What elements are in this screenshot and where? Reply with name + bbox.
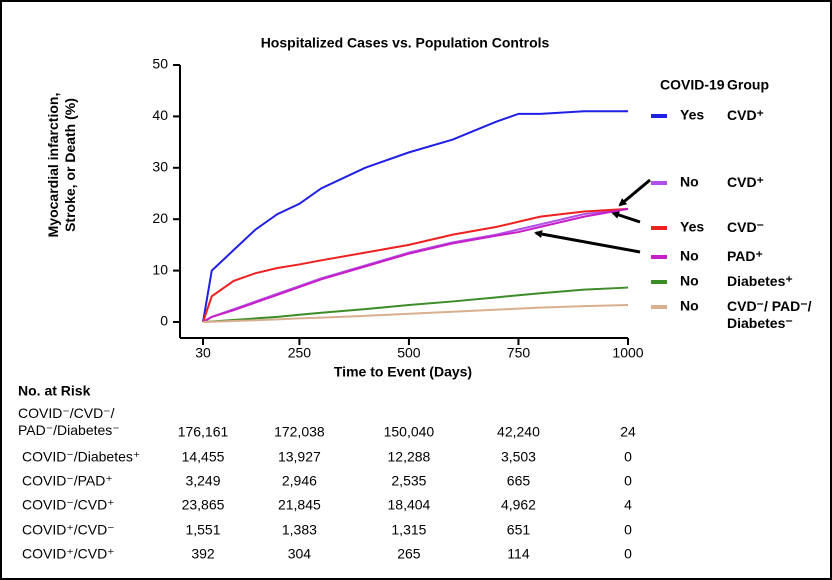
risk-count: 172,038: [274, 424, 325, 440]
risk-count: 665: [507, 473, 531, 489]
legend-covid: No: [680, 298, 699, 314]
risk-row-label: COVID⁻/CVD⁺: [22, 497, 115, 513]
risk-row-label: COVID⁻/CVD⁻/ PAD⁻/Diabetes⁻: [18, 405, 120, 438]
risk-count: 3,249: [185, 473, 220, 489]
x-tick-label: 750: [507, 345, 531, 361]
risk-count: 23,865: [182, 497, 225, 513]
series-line: [202, 207, 629, 323]
series-line: [202, 110, 628, 323]
x-axis-label: Time to Event (Days): [334, 364, 472, 380]
legend-covid: No: [680, 248, 699, 264]
x-tick-label: 500: [397, 345, 421, 361]
y-axis-label-box: Myocardial infarction, Stroke, or Death …: [45, 92, 78, 238]
risk-count: 24: [620, 424, 636, 440]
legend-label-box: CVD⁺: [727, 174, 764, 190]
risk-count: 1,551: [185, 522, 220, 538]
risk-count: 392: [191, 546, 215, 562]
risk-row-label: COVID⁺/CVD⁻: [22, 522, 115, 538]
legend-label: CVD⁺: [727, 174, 764, 190]
y-tick-label: 10: [152, 261, 168, 277]
series-line: [202, 304, 629, 323]
y-tick-label: 30: [152, 159, 168, 175]
arrow: [611, 211, 641, 224]
legend-label-box: CVD⁻: [727, 219, 764, 235]
y-tick-label: 40: [152, 107, 168, 123]
legend-label-box: Diabetes⁺: [727, 273, 793, 289]
legend-label: PAD⁺: [727, 248, 763, 264]
y-tick-label: 20: [152, 210, 168, 226]
risk-count: 21,845: [278, 497, 321, 513]
risk-count: 0: [624, 473, 632, 489]
risk-row-label: COVID⁻/PAD⁺: [22, 473, 113, 489]
risk-count: 150,040: [384, 424, 435, 440]
risk-row-label: COVID⁺/CVD⁺: [22, 546, 115, 562]
legend-covid: Yes: [680, 107, 704, 123]
risk-row-label-box: COVID⁻/CVD⁻/ PAD⁻/Diabetes⁻: [18, 405, 120, 438]
risk-count: 4: [624, 497, 632, 513]
risk-count: 14,455: [182, 449, 225, 465]
risk-table-title: No. at Risk: [18, 383, 91, 399]
risk-count: 176,161: [178, 424, 229, 440]
x-tick-label: 1000: [612, 345, 643, 361]
x-tick-label: 250: [288, 345, 312, 361]
risk-row-label: COVID⁻/Diabetes⁺: [22, 449, 140, 465]
risk-count: 0: [624, 546, 632, 562]
legend-header: COVID-19: [660, 77, 725, 93]
legend-label-box: PAD⁺: [727, 248, 763, 264]
risk-count: 42,240: [497, 424, 540, 440]
risk-count: 2,946: [282, 473, 317, 489]
legend-covid: No: [680, 174, 699, 190]
y-tick-label: 50: [152, 56, 168, 72]
risk-count: 13,927: [278, 449, 321, 465]
legend-label: CVD⁺: [727, 107, 764, 123]
risk-count: 651: [507, 522, 531, 538]
risk-count: 114: [507, 546, 530, 562]
risk-count: 3,503: [501, 449, 536, 465]
legend-label: CVD⁻/ PAD⁻/ Diabetes⁻: [727, 298, 812, 331]
risk-count: 4,962: [501, 497, 536, 513]
y-tick-label: 0: [160, 313, 168, 329]
chart-title: Hospitalized Cases vs. Population Contro…: [261, 35, 550, 51]
legend-label: Diabetes⁺: [727, 273, 793, 289]
arrow: [618, 178, 651, 207]
risk-count: 12,288: [388, 449, 431, 465]
arrow: [534, 230, 641, 254]
risk-count: 0: [624, 449, 632, 465]
series-line: [202, 207, 629, 323]
legend-covid: No: [680, 273, 699, 289]
legend-label-box: CVD⁺: [727, 107, 764, 123]
legend-header: Group: [727, 77, 769, 93]
risk-count: 304: [288, 546, 312, 562]
legend-covid: Yes: [680, 219, 704, 235]
risk-count: 1,383: [282, 522, 317, 538]
risk-count: 2,535: [391, 473, 426, 489]
legend-label-box: CVD⁻/ PAD⁻/ Diabetes⁻: [727, 298, 812, 331]
risk-count: 0: [624, 522, 632, 538]
risk-count: 265: [397, 546, 421, 562]
risk-count: 1,315: [391, 522, 426, 538]
y-axis-label: Myocardial infarction, Stroke, or Death …: [45, 92, 78, 238]
risk-count: 18,404: [388, 497, 431, 513]
series-line: [202, 286, 629, 323]
x-tick-label: 30: [195, 345, 211, 361]
legend-label: CVD⁻: [727, 219, 764, 235]
